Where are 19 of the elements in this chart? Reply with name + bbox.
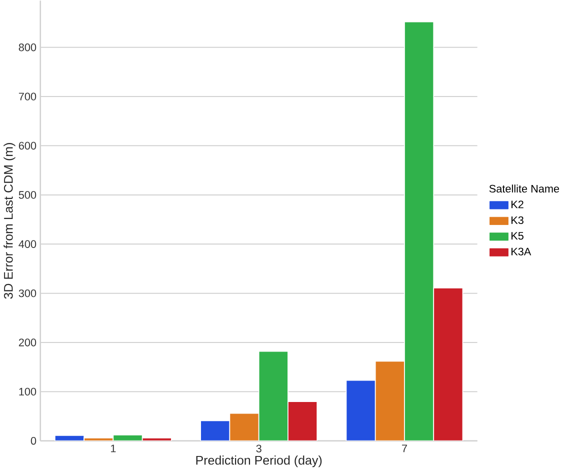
y-tick-label: 300: [18, 290, 36, 298]
legend-title: Satellite Name: [489, 184, 560, 193]
y-tick-label: 700: [18, 92, 36, 101]
legend-label: K2: [512, 200, 524, 208]
y-tick-label: 600: [18, 142, 36, 150]
y-axis-title: 3D Error from Last CDM (m): [4, 143, 16, 299]
y-tick-label: 400: [18, 240, 36, 248]
y-tick-label: 800: [18, 44, 36, 52]
legend-label: K3: [512, 216, 524, 224]
y-tick-label: 0: [30, 437, 36, 445]
legend-label: K3A: [512, 248, 532, 256]
x-tick-label: 1: [111, 444, 116, 452]
y-tick-label: 200: [18, 338, 36, 346]
legend-label: K5: [512, 232, 524, 240]
x-tick-label: 3: [256, 444, 262, 452]
y-tick-label: 500: [18, 191, 36, 199]
x-axis-title: Prediction Period (day): [196, 456, 322, 468]
y-tick-label: 100: [19, 388, 36, 396]
x-tick-label: 7: [402, 444, 407, 452]
